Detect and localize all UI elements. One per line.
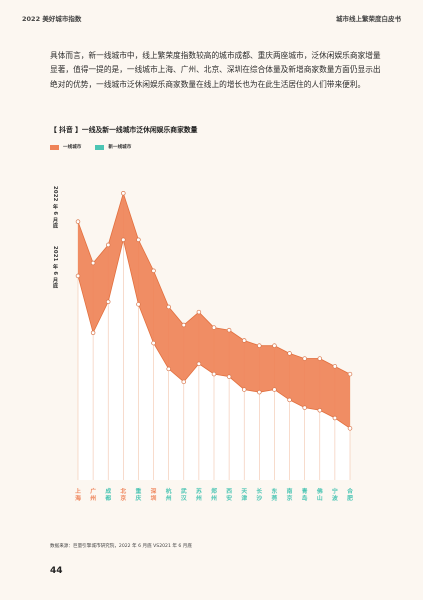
legend-new-first-tier: 新一线城市 (95, 144, 131, 150)
body-paragraph: 具体而言，新一线城市中，线上繁荣度指数较高的城市成都、重庆两座城市，泛休闲娱乐商… (50, 51, 381, 89)
city-label: 上海 (75, 487, 81, 502)
data-point-2022 (136, 237, 141, 243)
city-label: 北京 (120, 487, 126, 502)
data-point-2021 (211, 371, 217, 377)
legend-first-tier: 一线城市 (50, 144, 81, 150)
data-point-2022 (75, 219, 81, 224)
data-point-2022 (90, 260, 96, 266)
city-label: 广州 (89, 487, 96, 502)
legend-swatch-new-first-tier (95, 144, 105, 150)
data-point-2022 (287, 351, 292, 356)
chart-legend: 一线城市 新一线城市 (50, 144, 131, 150)
city-label: 成都 (104, 487, 111, 502)
chart-title: 【 抖音 】一线及新一线城市泛休闲娱乐商家数量 (50, 126, 198, 134)
city-label: 重庆 (135, 487, 142, 502)
axis-label-2022: 2022 年 6 月底 (52, 186, 58, 229)
data-point-2022 (211, 325, 217, 330)
data-point-2021 (226, 374, 232, 379)
section-title: 城市线上繁荣度白皮书 (336, 15, 401, 23)
city-label: 南京 (287, 487, 293, 502)
city-label: 宁波 (332, 487, 338, 502)
data-point-2022 (257, 343, 262, 348)
data-source-note: 数据来源：巨量引擎城市研究院，2022 年 6 月底 VS2021 年 6 月底 (50, 544, 192, 549)
data-point-2021 (136, 302, 141, 307)
data-point-2021 (241, 387, 247, 392)
legend-label-first-tier: 一线城市 (63, 145, 82, 150)
data-point-2021 (151, 340, 156, 346)
city-label: 天津 (241, 488, 247, 502)
city-label: 武汉 (181, 487, 187, 502)
data-point-2021 (90, 330, 96, 336)
area-under-2021 (78, 239, 350, 480)
data-point-2021 (75, 273, 81, 279)
city-label: 青岛 (302, 487, 308, 502)
city-label: 东莞 (272, 487, 278, 502)
data-point-2021 (287, 397, 292, 403)
data-point-2022 (332, 364, 338, 369)
data-point-2022 (272, 343, 277, 348)
data-point-2021 (105, 299, 111, 305)
city-label: 杭州 (165, 487, 172, 502)
data-point-2022 (347, 371, 353, 377)
city-label: 郑州 (210, 487, 217, 502)
legend-label-new-first-tier: 新一线城市 (108, 145, 132, 150)
city-label: 佛山 (316, 487, 323, 502)
city-label: 苏州 (195, 487, 202, 502)
data-point-2021 (317, 408, 323, 413)
data-point-2022 (317, 356, 323, 361)
data-point-2021 (332, 415, 338, 421)
data-point-2021 (257, 389, 262, 395)
data-point-2021 (166, 366, 171, 372)
data-point-2022 (105, 242, 111, 248)
city-label: 合肥 (346, 487, 353, 502)
data-point-2022 (241, 338, 247, 343)
data-point-2021 (181, 379, 187, 385)
data-point-2021 (121, 237, 126, 243)
city-label: 长沙 (256, 487, 262, 502)
data-point-2022 (151, 268, 156, 274)
city-label: 西安 (226, 487, 232, 502)
city-label: 深圳 (151, 487, 157, 502)
data-point-2022 (196, 309, 202, 315)
data-point-2022 (181, 322, 187, 328)
data-point-2022 (302, 356, 307, 361)
growth-band (78, 193, 350, 429)
axis-label-2021: 2021 年 6 月底 (52, 246, 58, 289)
page-number: 44 (50, 566, 63, 576)
data-point-2021 (347, 426, 353, 431)
data-point-2022 (226, 327, 232, 333)
data-point-2021 (196, 361, 202, 367)
data-point-2021 (272, 387, 277, 392)
data-point-2022 (166, 304, 171, 310)
data-point-2022 (121, 191, 126, 196)
legend-swatch-first-tier (50, 144, 59, 150)
data-point-2021 (302, 405, 307, 410)
report-title: 2022 美好城市指数 (22, 15, 82, 23)
